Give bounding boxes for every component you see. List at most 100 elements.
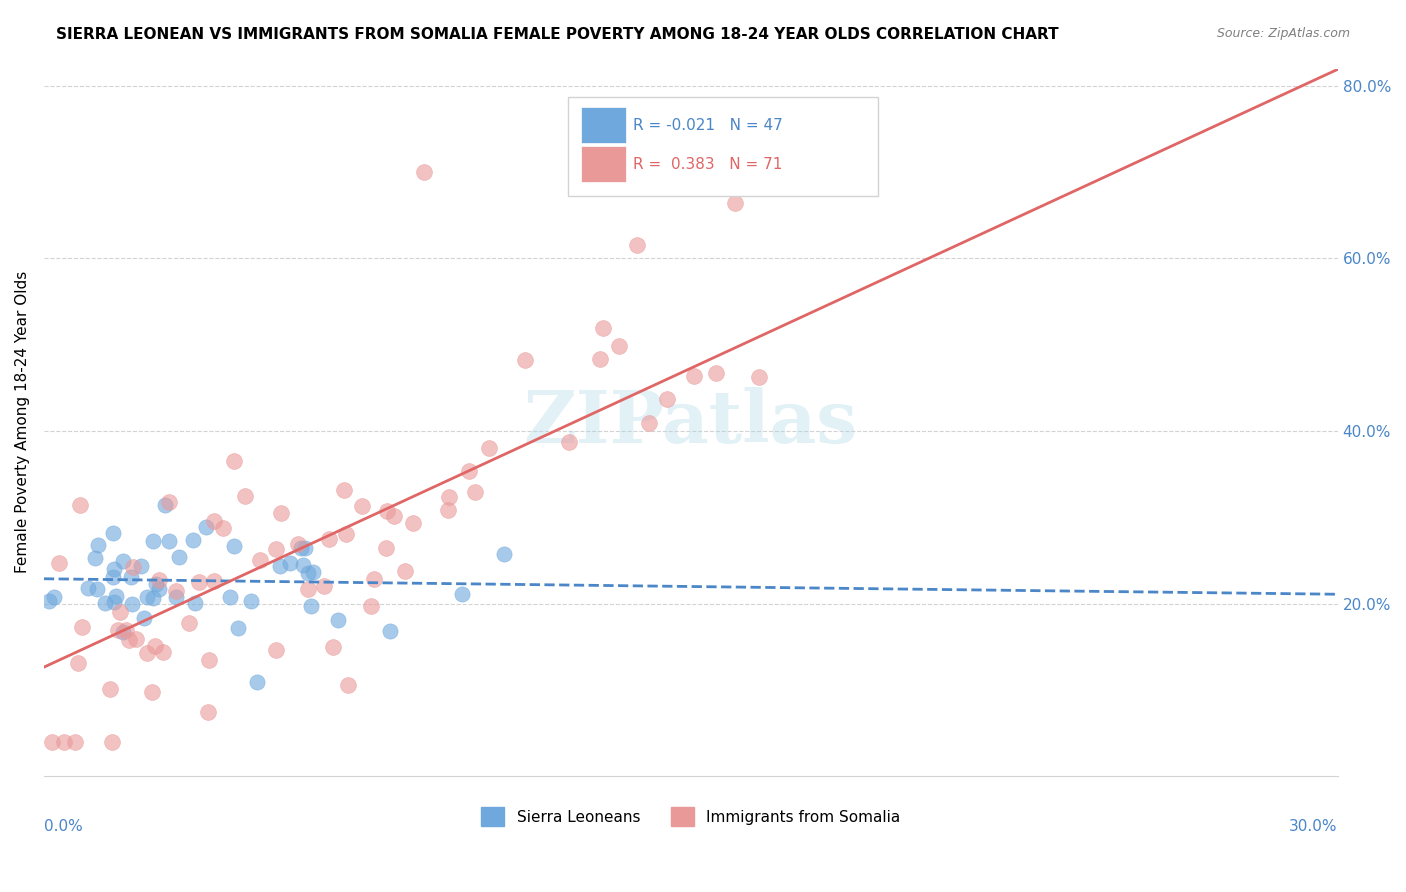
Point [165,583,187,598]
Point [813,139,835,153]
Point [121,597,143,611]
Point [287,536,309,550]
Point [337,678,360,692]
Point [41,734,63,748]
Point [184,596,207,610]
Point [322,640,344,654]
Text: 0.0%: 0.0% [44,819,83,834]
Point [332,483,354,498]
Point [197,653,219,667]
Point [118,632,141,647]
Point [588,352,610,367]
Point [402,516,425,531]
Point [437,491,460,505]
Point [111,625,134,640]
Point [278,556,301,570]
Point [478,441,501,455]
Point [53,734,76,748]
Text: ZIPatlas: ZIPatlas [523,387,858,458]
Point [135,646,157,660]
Point [382,508,405,523]
Point [226,621,249,635]
Point [748,369,770,384]
Point [38,593,60,607]
Point [318,532,340,546]
Point [245,674,267,689]
Point [301,565,323,579]
Point [352,499,374,513]
Point [249,553,271,567]
Point [592,320,614,334]
Y-axis label: Female Poverty Among 18-24 Year Olds: Female Poverty Among 18-24 Year Olds [15,271,30,574]
Point [103,594,125,608]
Point [380,624,402,638]
Point [155,498,177,512]
Point [233,489,256,503]
Point [264,542,287,557]
Text: SIERRA LEONEAN VS IMMIGRANTS FROM SOMALIA FEMALE POVERTY AMONG 18-24 YEAR OLDS C: SIERRA LEONEAN VS IMMIGRANTS FROM SOMALI… [56,27,1059,42]
Point [94,597,117,611]
Text: R = -0.021   N = 47: R = -0.021 N = 47 [633,118,782,133]
FancyBboxPatch shape [568,97,879,196]
Point [202,574,225,588]
Point [67,657,90,671]
Point [135,591,157,605]
Point [335,526,357,541]
Point [269,559,291,574]
Point [297,582,319,596]
Point [157,495,180,509]
Point [87,538,110,552]
Point [148,582,170,596]
Point [704,367,727,381]
Point [76,581,98,595]
Point [363,573,385,587]
Point [683,368,706,383]
Point [197,705,219,719]
Text: 30.0%: 30.0% [1289,819,1337,834]
Point [70,620,93,634]
Point [202,514,225,528]
Point [107,623,129,637]
Point [374,541,396,555]
Point [101,526,124,541]
Point [143,639,166,653]
Point [101,734,124,748]
Point [513,352,536,367]
Point [125,632,148,647]
Point [115,623,138,637]
Point [195,519,218,533]
Point [240,593,263,607]
Point [626,237,648,252]
Point [458,464,481,478]
Point [103,562,125,576]
Point [212,521,235,535]
Point [638,416,661,430]
Point [98,681,121,696]
Point [218,590,240,604]
Point [179,616,201,631]
Point [290,541,312,556]
Point [188,574,211,589]
Legend: Sierra Leoneans, Immigrants from Somalia: Sierra Leoneans, Immigrants from Somalia [475,801,905,832]
Point [132,610,155,624]
Point [121,560,143,574]
Point [413,165,436,179]
FancyBboxPatch shape [581,107,626,143]
Point [270,506,292,520]
Point [292,558,315,572]
Point [141,685,163,699]
Point [294,541,316,555]
Point [165,590,187,604]
Point [377,504,399,518]
Text: R =  0.383   N = 71: R = 0.383 N = 71 [633,157,782,171]
Point [44,590,66,604]
Point [86,582,108,597]
Point [464,485,486,500]
Point [266,643,288,657]
Point [108,605,131,619]
Point [360,599,382,613]
Point [101,570,124,584]
Point [104,589,127,603]
Point [83,550,105,565]
Point [394,565,416,579]
